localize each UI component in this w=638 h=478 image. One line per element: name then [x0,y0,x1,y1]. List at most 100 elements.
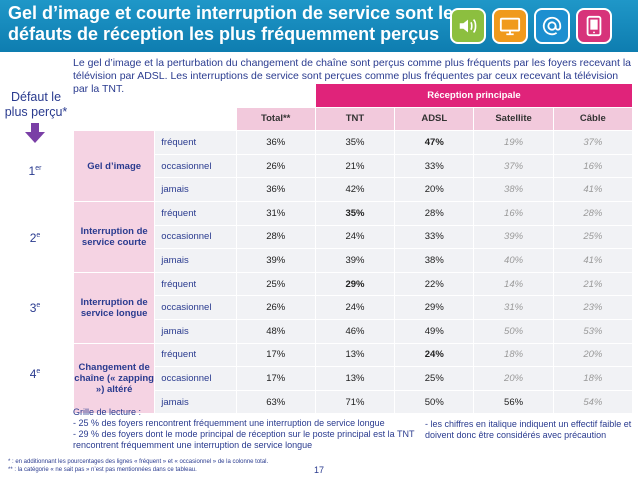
header-banner: Gel d’image et courte interruption de se… [0,0,638,52]
value-cell: 25% [236,272,315,296]
group-header: Réception principale [315,84,632,107]
value-cell: 20% [474,367,553,390]
value-cell: 33% [395,225,474,249]
value-cell: 39% [236,249,315,272]
category-label: Gel d’image [74,131,155,201]
frequency-label: fréquent [155,272,236,296]
category-label: Interruption de service longue [74,272,155,343]
value-cell: 25% [553,225,632,249]
frequency-label: jamais [155,319,236,343]
category-label: Changement de chaîne (« zapping ») altér… [74,343,155,414]
value-cell: 36% [236,178,315,201]
value-cell: 56% [474,390,553,414]
value-cell: 39% [315,249,395,272]
footnote-1: * : en additionnant les pourcentages des… [8,459,269,465]
guide-line-1: - 25 % des foyers rencontrent fréquemmen… [73,418,385,428]
value-cell: 38% [474,178,553,201]
value-cell: 53% [553,319,632,343]
table-row: Interruption de service longue fréquent 25… [74,272,632,343]
value-cell: 21% [553,272,632,296]
frequency-label: occasionnel [155,367,236,390]
table-row: occasionnel 26% 24% 29% 31% 23% [74,296,632,319]
col-header-satellite: Satellite [474,107,553,131]
table-row: occasionnel 28% 24% 33% 39% 25% [74,225,632,249]
value-cell: 48% [236,319,315,343]
value-cell: 63% [236,390,315,414]
value-cell: 49% [395,319,474,343]
value-cell: 37% [553,131,632,154]
table-row: jamais 39% 39% 38% 40% 41% [74,249,632,272]
table-row: occasionnel 26% 21% 33% 37% 16% [74,154,632,178]
value-cell: 28% [236,225,315,249]
frequency-label: jamais [155,249,236,272]
value-cell: 33% [395,154,474,178]
value-cell: 13% [315,367,395,390]
rank-2: 2e [29,231,41,245]
value-cell: 50% [395,390,474,414]
value-cell: 24% [395,343,474,367]
value-cell: 35% [315,131,395,154]
value-cell: 25% [395,367,474,390]
guide-title: Grille de lecture : [73,407,142,417]
value-cell: 18% [474,343,553,367]
frequency-label: fréquent [155,343,236,367]
rank-1: 1er [28,164,42,178]
table-row: jamais 36% 42% 20% 38% 41% [74,178,632,201]
value-cell: 41% [553,249,632,272]
value-cell: 35% [315,201,395,225]
col-header-adsl: ADSL [395,107,474,131]
table-row: Changement de chaîne (« zapping ») altér… [74,343,632,414]
value-cell: 54% [553,390,632,414]
frequency-label: occasionnel [155,296,236,319]
guide-note: - les chiffres en italique indiquent un … [425,419,632,440]
value-cell: 20% [395,178,474,201]
value-cell: 41% [553,178,632,201]
value-cell: 37% [474,154,553,178]
value-cell: 22% [395,272,474,296]
table-row: Gel d’image fréquent 36% 35% 47% 19% 37% [74,131,632,201]
value-cell: 26% [236,154,315,178]
at-sign-icon [534,8,570,44]
category-label: Interruption de service courte [74,201,155,272]
footnote-2: ** : la catégorie « ne sait pas » n’est … [8,467,197,473]
col-header-total: Total** [236,107,315,131]
tablet-icon [576,8,612,44]
value-cell: 17% [236,343,315,367]
value-cell: 16% [474,201,553,225]
arrow-down-icon [25,123,45,143]
value-cell: 17% [236,367,315,390]
frequency-label: fréquent [155,201,236,225]
value-cell: 29% [315,272,395,296]
frequency-label: occasionnel [155,225,236,249]
value-cell: 38% [395,249,474,272]
footnotes: * : en additionnant les pourcentages des… [8,458,268,474]
speaker-icon [450,8,486,44]
value-cell: 26% [236,296,315,319]
guide-line-2: - 29 % des foyers dont le mode principal… [73,429,415,450]
value-cell: 39% [474,225,553,249]
value-cell: 13% [315,343,395,367]
value-cell: 24% [315,225,395,249]
rank-3: 3e [29,301,41,315]
reception-table: Réception principale Total** TNT ADSL Sa… [73,83,633,414]
value-cell: 42% [315,178,395,201]
value-cell: 47% [395,131,474,154]
value-cell: 19% [474,131,553,154]
table-row: occasionnel 17% 13% 25% 20% 18% [74,367,632,390]
value-cell: 31% [236,201,315,225]
value-cell: 20% [553,343,632,367]
value-cell: 29% [395,296,474,319]
frequency-label: fréquent [155,131,236,154]
value-cell: 71% [315,390,395,414]
page-title: Gel d’image et courte interruption de se… [8,3,464,44]
value-cell: 28% [395,201,474,225]
table-row: Interruption de service courte fréquent 31… [74,201,632,272]
page-number: 17 [314,465,325,475]
value-cell: 14% [474,272,553,296]
value-cell: 24% [315,296,395,319]
frequency-label: occasionnel [155,154,236,178]
value-cell: 16% [553,154,632,178]
value-cell: 18% [553,367,632,390]
value-cell: 36% [236,131,315,154]
value-cell: 28% [553,201,632,225]
